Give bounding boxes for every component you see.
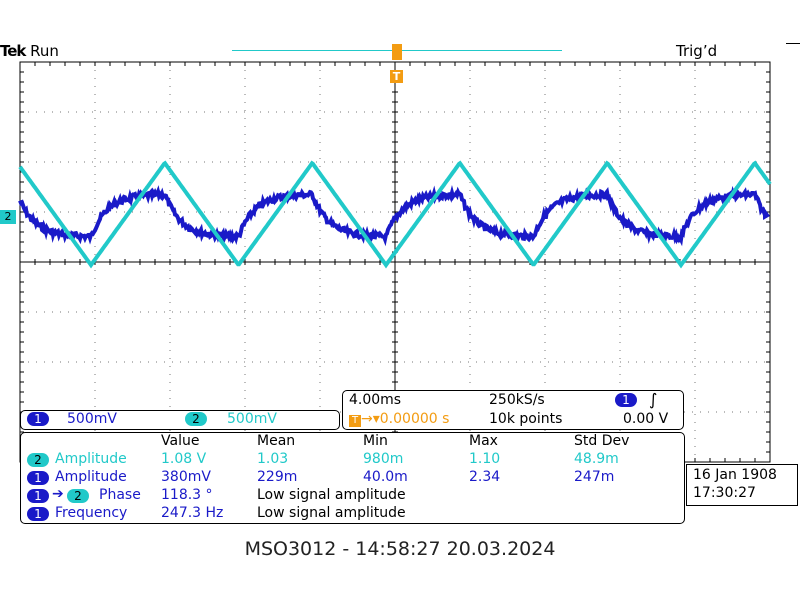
row-ch-badge[interactable]: 1 bbox=[27, 471, 49, 485]
acquisition-status: Tek Run bbox=[0, 42, 59, 60]
col-header-value: Value bbox=[161, 433, 200, 449]
meas-name: Frequency bbox=[55, 505, 128, 521]
screen-edge-line bbox=[786, 43, 800, 44]
trigger-t-icon: T bbox=[349, 415, 361, 427]
ch1-badge[interactable]: 1 bbox=[27, 412, 49, 426]
time: 17:30:27 bbox=[693, 485, 756, 501]
row-ch-badge[interactable]: 2 bbox=[27, 453, 49, 467]
ch1-scale: 500mV bbox=[67, 411, 117, 427]
col-header-mean: Mean bbox=[257, 433, 296, 449]
record-length: 10k points bbox=[489, 411, 563, 427]
run-state: Run bbox=[30, 42, 59, 60]
brand-logo: Tek bbox=[0, 42, 26, 60]
measurements-table: Value Mean Min Max Std Dev 2 Amplitude 1… bbox=[20, 432, 685, 524]
meas-min: 40.0m bbox=[363, 469, 408, 485]
row-ch-badge[interactable]: 1 bbox=[27, 507, 49, 521]
ch2-waveform bbox=[18, 160, 772, 269]
trigger-level: 0.00 V bbox=[623, 411, 669, 427]
meas-name: Amplitude bbox=[55, 469, 127, 485]
datetime-readout: 16 Jan 1908 17:30:27 bbox=[686, 464, 798, 506]
meas-min: 980m bbox=[363, 451, 404, 467]
meas-mean: 229m bbox=[257, 469, 298, 485]
ch1-end-marker bbox=[763, 206, 770, 220]
trigger-position-marker-icon[interactable] bbox=[392, 44, 402, 60]
row-ch-badge[interactable]: 1 bbox=[27, 489, 49, 503]
col-header-stddev: Std Dev bbox=[574, 433, 630, 449]
ch2-ground-reference-marker[interactable]: 2 bbox=[0, 210, 16, 224]
sample-rate: 250kS/s bbox=[489, 392, 545, 408]
meas-note: Low signal amplitude bbox=[257, 505, 406, 521]
trigger-source-badge[interactable]: 1 bbox=[615, 393, 637, 407]
rising-edge-icon: ∫ bbox=[649, 390, 658, 409]
ch2-badge[interactable]: 2 bbox=[185, 412, 207, 426]
trigger-offset: T →▾0.00000 s bbox=[349, 411, 449, 427]
meas-value: 1.08 V bbox=[161, 451, 207, 467]
meas-value: 118.3 ° bbox=[161, 487, 213, 503]
trigger-status: Trig’d bbox=[676, 42, 718, 60]
meas-value: 247.3 Hz bbox=[161, 505, 224, 521]
col-header-max: Max bbox=[469, 433, 498, 449]
col-header-min: Min bbox=[363, 433, 388, 449]
timebase-readout: 4.00ms 250kS/s 1 ∫ T →▾0.00000 s 10k poin… bbox=[342, 390, 684, 430]
meas-note: Low signal amplitude bbox=[257, 487, 406, 503]
channel-scale-readout: 1 500mV 2 500mV bbox=[20, 410, 340, 430]
meas-name: Amplitude bbox=[55, 451, 127, 467]
date: 16 Jan 1908 bbox=[693, 467, 777, 483]
meas-value: 380mV bbox=[161, 469, 211, 485]
meas-stddev: 247m bbox=[574, 469, 615, 485]
screenshot-caption: MSO3012 - 14:58:27 20.03.2024 bbox=[244, 538, 556, 560]
time-per-div: 4.00ms bbox=[349, 392, 402, 408]
meas-stddev: 48.9m bbox=[574, 451, 619, 467]
meas-name: Phase bbox=[99, 487, 141, 503]
row-ch-to-badge[interactable]: 2 bbox=[67, 489, 89, 503]
meas-max: 1.10 bbox=[469, 451, 501, 467]
trigger-time-marker-icon[interactable]: T bbox=[390, 70, 403, 83]
ch2-scale: 500mV bbox=[227, 411, 277, 427]
meas-max: 2.34 bbox=[469, 469, 501, 485]
arrow-icon: ➔ bbox=[52, 486, 64, 502]
meas-mean: 1.03 bbox=[257, 451, 289, 467]
graticule-grid bbox=[19, 61, 771, 463]
